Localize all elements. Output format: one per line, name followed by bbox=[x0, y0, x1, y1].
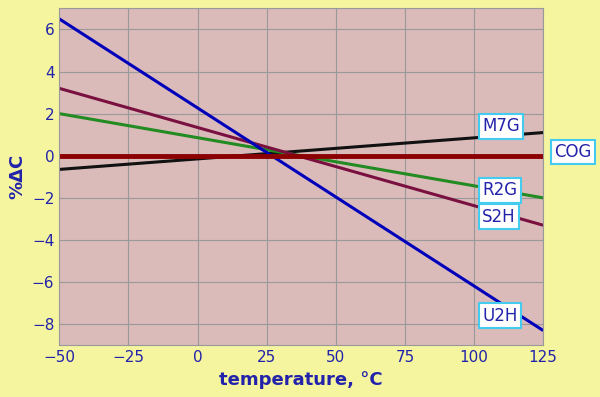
X-axis label: temperature, °C: temperature, °C bbox=[220, 371, 383, 389]
Text: R2G: R2G bbox=[482, 181, 517, 199]
Y-axis label: %ΔC: %ΔC bbox=[8, 154, 26, 199]
Text: S2H: S2H bbox=[482, 208, 516, 226]
Text: M7G: M7G bbox=[482, 117, 520, 135]
Text: U2H: U2H bbox=[482, 307, 518, 325]
Text: COG: COG bbox=[554, 143, 592, 161]
